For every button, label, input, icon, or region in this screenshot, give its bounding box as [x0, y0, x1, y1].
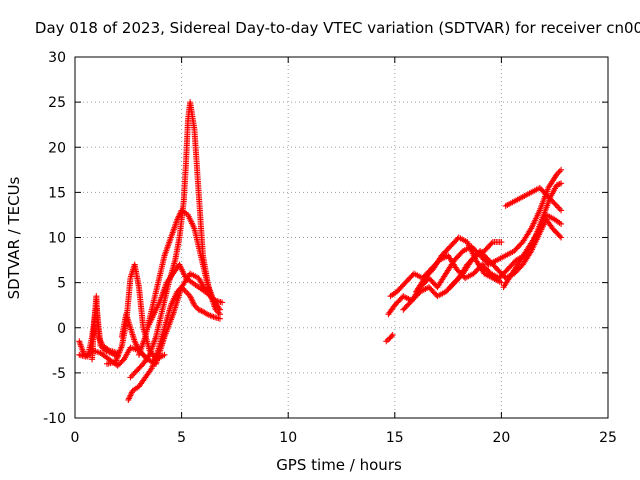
plot-frame — [74, 56, 609, 419]
x-tick-label: 20 — [492, 430, 510, 446]
x-axis-label: GPS time / hours — [276, 456, 402, 474]
y-tick-label: 5 — [57, 276, 66, 292]
x-tick-label: 5 — [177, 430, 186, 446]
x-tick-label: 0 — [71, 430, 80, 446]
data-point — [558, 207, 565, 214]
data-points — [76, 99, 565, 403]
data-point — [388, 333, 395, 340]
data-point — [202, 310, 209, 317]
data-point — [558, 220, 565, 227]
data-point — [202, 288, 209, 295]
data-point — [556, 180, 563, 187]
data-point — [558, 234, 565, 241]
data-point — [128, 372, 135, 379]
data-point — [195, 306, 202, 313]
y-tick-label: 0 — [57, 321, 66, 337]
data-point — [127, 374, 134, 381]
data-point — [488, 240, 495, 247]
y-tick-label: 30 — [48, 50, 66, 66]
data-point — [161, 351, 168, 358]
data-point — [556, 233, 563, 240]
y-tick-label: -10 — [43, 411, 66, 427]
y-tick-label: 10 — [48, 231, 66, 247]
axis-ticks: 0 5 10 15 20 25 -10 -5 0 5 10 15 20 25 30 — [43, 50, 617, 446]
data-point — [182, 288, 189, 295]
y-tick-label: 15 — [48, 185, 66, 201]
chart-title: Day 018 of 2023, Sidereal Day-to-day VTE… — [35, 19, 640, 37]
data-point — [389, 331, 396, 338]
data-point — [219, 299, 226, 306]
x-tick-label: 15 — [386, 430, 404, 446]
data-point — [197, 307, 204, 314]
data-point — [498, 239, 505, 246]
y-tick-label: 25 — [48, 95, 66, 111]
y-tick-label: 20 — [48, 140, 66, 156]
y-axis-label: SDTVAR / TECUs — [5, 176, 23, 299]
data-point — [184, 290, 191, 297]
data-point — [558, 180, 565, 187]
y-tick-label: -5 — [52, 366, 66, 382]
data-point — [558, 166, 565, 173]
x-tick-label: 10 — [279, 430, 297, 446]
data-point — [553, 182, 560, 189]
data-point — [556, 205, 563, 212]
data-point — [556, 168, 563, 175]
x-tick-label: 25 — [599, 430, 617, 446]
data-point — [552, 201, 559, 208]
data-point — [216, 306, 223, 313]
data-point — [555, 181, 562, 188]
